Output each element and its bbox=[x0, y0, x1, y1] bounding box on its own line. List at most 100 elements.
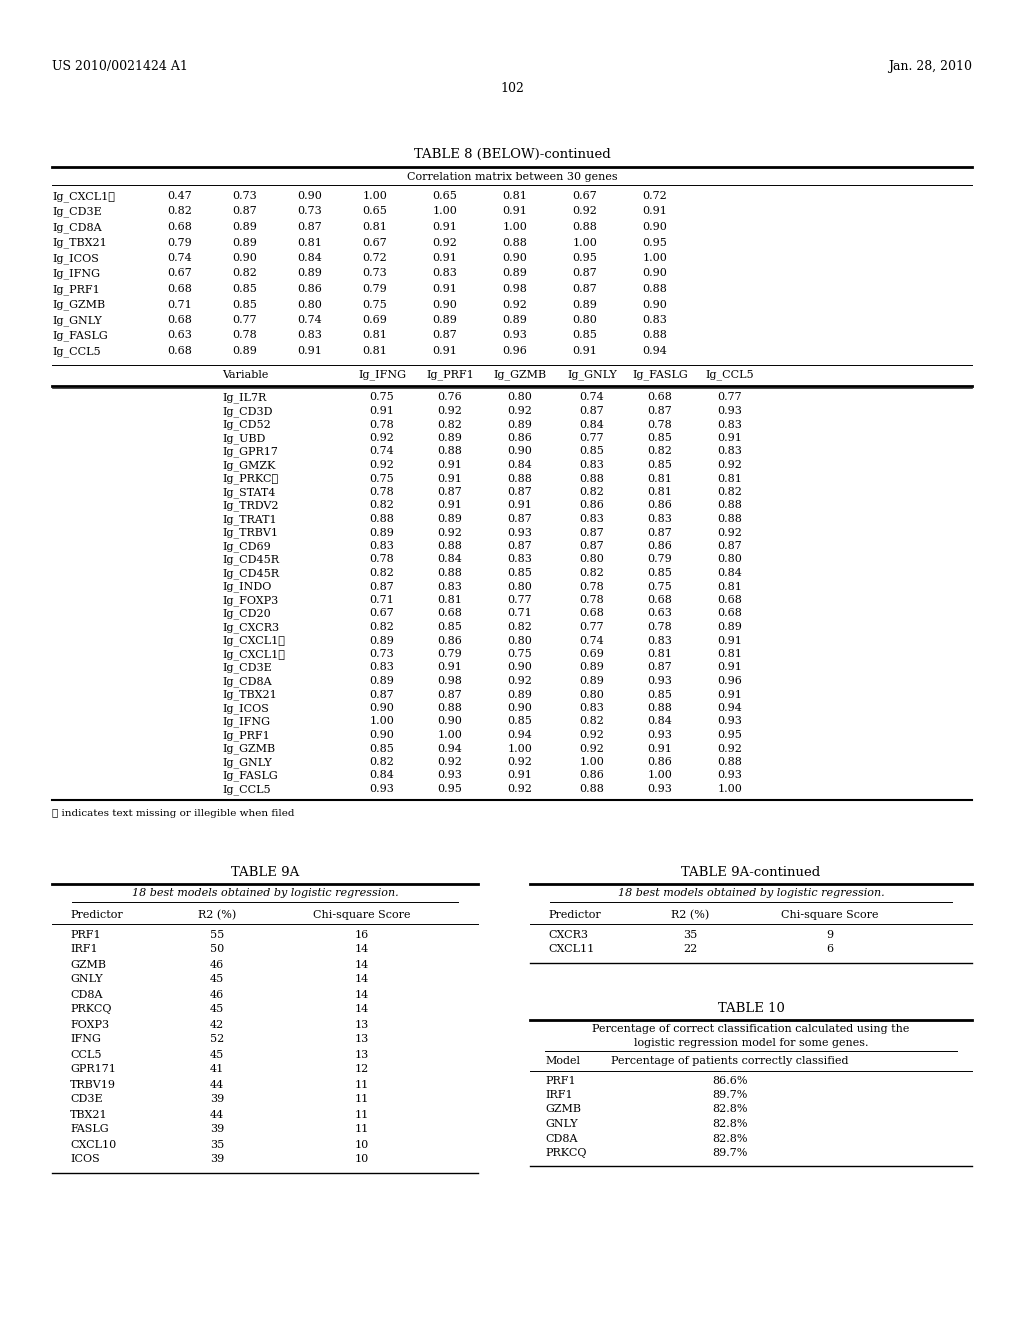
Text: Ig_CD3E: Ig_CD3E bbox=[222, 663, 271, 673]
Text: 0.88: 0.88 bbox=[643, 330, 668, 341]
Text: 0.80: 0.80 bbox=[572, 315, 597, 325]
Text: Correlation matrix between 30 genes: Correlation matrix between 30 genes bbox=[407, 172, 617, 182]
Text: CXCR3: CXCR3 bbox=[548, 929, 588, 940]
Text: 0.85: 0.85 bbox=[647, 433, 673, 444]
Text: 0.81: 0.81 bbox=[298, 238, 323, 248]
Text: 18 best models obtained by logistic regression.: 18 best models obtained by logistic regr… bbox=[617, 887, 885, 898]
Text: Ig_FASLG: Ig_FASLG bbox=[222, 771, 278, 781]
Text: 0.89: 0.89 bbox=[232, 238, 257, 248]
Text: 0.79: 0.79 bbox=[437, 649, 463, 659]
Text: 0.85: 0.85 bbox=[508, 568, 532, 578]
Text: Ig_PRKCⓘ: Ig_PRKCⓘ bbox=[222, 474, 279, 484]
Text: 0.83: 0.83 bbox=[718, 446, 742, 457]
Text: 0.80: 0.80 bbox=[508, 635, 532, 645]
Text: 89.7%: 89.7% bbox=[713, 1090, 748, 1100]
Text: 0.68: 0.68 bbox=[647, 392, 673, 403]
Text: 0.89: 0.89 bbox=[508, 689, 532, 700]
Text: Ig_STAT4: Ig_STAT4 bbox=[222, 487, 275, 498]
Text: 45: 45 bbox=[210, 974, 224, 985]
Text: 0.85: 0.85 bbox=[647, 568, 673, 578]
Text: 0.92: 0.92 bbox=[370, 459, 394, 470]
Text: Ig_CD3E: Ig_CD3E bbox=[52, 206, 101, 218]
Text: 1.00: 1.00 bbox=[580, 756, 604, 767]
Text: TABLE 8 (BELOW)-continued: TABLE 8 (BELOW)-continued bbox=[414, 148, 610, 161]
Text: 0.69: 0.69 bbox=[362, 315, 387, 325]
Text: 13: 13 bbox=[355, 1035, 369, 1044]
Text: 0.90: 0.90 bbox=[508, 704, 532, 713]
Text: 14: 14 bbox=[355, 960, 369, 969]
Text: 0.89: 0.89 bbox=[580, 663, 604, 672]
Text: 86.6%: 86.6% bbox=[713, 1076, 748, 1085]
Text: 0.74: 0.74 bbox=[580, 392, 604, 403]
Text: 0.80: 0.80 bbox=[580, 689, 604, 700]
Text: 0.87: 0.87 bbox=[437, 689, 463, 700]
Text: 0.90: 0.90 bbox=[643, 300, 668, 309]
Text: 0.93: 0.93 bbox=[508, 528, 532, 537]
Text: 0.77: 0.77 bbox=[508, 595, 532, 605]
Text: 0.91: 0.91 bbox=[647, 743, 673, 754]
Text: 0.83: 0.83 bbox=[370, 663, 394, 672]
Text: 0.71: 0.71 bbox=[370, 595, 394, 605]
Text: Ig_TBX21: Ig_TBX21 bbox=[222, 689, 276, 700]
Text: 0.83: 0.83 bbox=[437, 582, 463, 591]
Text: Ig_TRAT1: Ig_TRAT1 bbox=[222, 513, 276, 525]
Text: 0.89: 0.89 bbox=[232, 346, 257, 356]
Text: 39: 39 bbox=[210, 1155, 224, 1164]
Text: 0.85: 0.85 bbox=[370, 743, 394, 754]
Text: 0.92: 0.92 bbox=[718, 459, 742, 470]
Text: CD8A: CD8A bbox=[70, 990, 102, 999]
Text: TABLE 9A: TABLE 9A bbox=[230, 866, 299, 879]
Text: 0.83: 0.83 bbox=[643, 315, 668, 325]
Text: PRKCQ: PRKCQ bbox=[70, 1005, 112, 1015]
Text: 0.87: 0.87 bbox=[437, 487, 463, 498]
Text: 0.80: 0.80 bbox=[298, 300, 323, 309]
Text: 16: 16 bbox=[355, 929, 369, 940]
Text: 0.73: 0.73 bbox=[362, 268, 387, 279]
Text: 89.7%: 89.7% bbox=[713, 1148, 748, 1158]
Text: 0.91: 0.91 bbox=[718, 689, 742, 700]
Text: Model: Model bbox=[545, 1056, 580, 1067]
Text: 0.88: 0.88 bbox=[437, 541, 463, 550]
Text: 0.75: 0.75 bbox=[370, 392, 394, 403]
Text: 0.86: 0.86 bbox=[580, 500, 604, 511]
Text: 0.87: 0.87 bbox=[508, 541, 532, 550]
Text: 0.93: 0.93 bbox=[718, 771, 742, 780]
Text: 0.72: 0.72 bbox=[643, 191, 668, 201]
Text: PRF1: PRF1 bbox=[545, 1076, 575, 1085]
Text: 0.91: 0.91 bbox=[432, 253, 458, 263]
Text: 0.81: 0.81 bbox=[647, 649, 673, 659]
Text: 0.73: 0.73 bbox=[298, 206, 323, 216]
Text: 0.78: 0.78 bbox=[580, 582, 604, 591]
Text: 0.88: 0.88 bbox=[718, 756, 742, 767]
Text: CD3E: CD3E bbox=[70, 1094, 102, 1105]
Text: GPR171: GPR171 bbox=[70, 1064, 116, 1074]
Text: 45: 45 bbox=[210, 1049, 224, 1060]
Text: 0.86: 0.86 bbox=[437, 635, 463, 645]
Text: 0.83: 0.83 bbox=[508, 554, 532, 565]
Text: 0.88: 0.88 bbox=[508, 474, 532, 483]
Text: 6: 6 bbox=[826, 945, 834, 954]
Text: Ig_CCL5: Ig_CCL5 bbox=[52, 346, 100, 356]
Text: 0.82: 0.82 bbox=[508, 622, 532, 632]
Text: 0.82: 0.82 bbox=[647, 446, 673, 457]
Text: 0.89: 0.89 bbox=[437, 513, 463, 524]
Text: 0.78: 0.78 bbox=[647, 420, 673, 429]
Text: 0.78: 0.78 bbox=[580, 595, 604, 605]
Text: Ig_CD45R: Ig_CD45R bbox=[222, 554, 279, 565]
Text: 0.93: 0.93 bbox=[647, 730, 673, 741]
Text: 0.88: 0.88 bbox=[370, 513, 394, 524]
Text: 0.79: 0.79 bbox=[362, 284, 387, 294]
Text: Chi-square Score: Chi-square Score bbox=[313, 909, 411, 920]
Text: 0.79: 0.79 bbox=[168, 238, 193, 248]
Text: 11: 11 bbox=[355, 1110, 369, 1119]
Text: 0.91: 0.91 bbox=[437, 663, 463, 672]
Text: 0.68: 0.68 bbox=[168, 284, 193, 294]
Text: Ig_CD8A: Ig_CD8A bbox=[222, 676, 271, 686]
Text: GZMB: GZMB bbox=[70, 960, 106, 969]
Text: 14: 14 bbox=[355, 1005, 369, 1015]
Text: 11: 11 bbox=[355, 1080, 369, 1089]
Text: 0.91: 0.91 bbox=[432, 346, 458, 356]
Text: R2 (%): R2 (%) bbox=[671, 909, 710, 920]
Text: 0.88: 0.88 bbox=[503, 238, 527, 248]
Text: Predictor: Predictor bbox=[548, 909, 601, 920]
